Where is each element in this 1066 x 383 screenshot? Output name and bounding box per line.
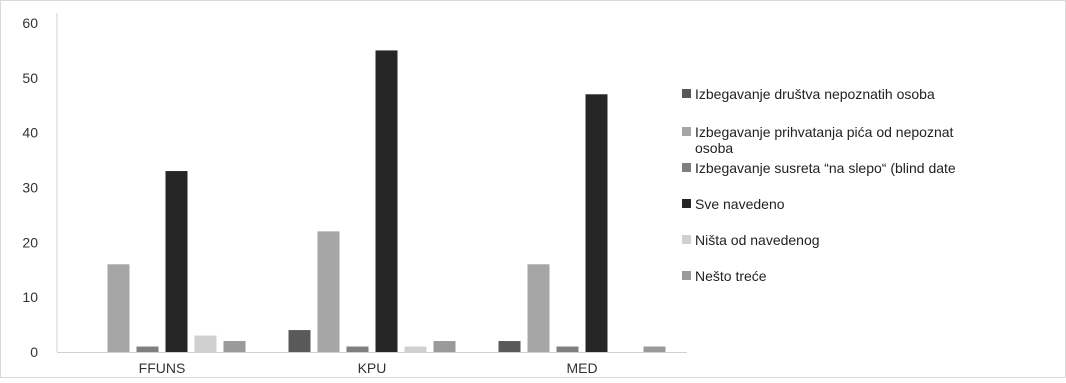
bar [404,346,427,352]
y-tick-label: 0 [30,344,38,360]
bar [643,346,666,352]
bar [498,341,521,352]
legend-swatch [682,199,691,208]
legend-label: Ništa od navedenog [695,232,820,248]
y-axis: 0 10 20 30 40 50 60 [22,13,58,360]
legend-swatch [682,235,691,244]
legend-label: Izbegavanje susreta “na slepo“ (blind da… [695,160,956,176]
legend-label: Sve navedeno [695,196,785,212]
legend-item: Sve navedeno [682,196,785,212]
bar [194,335,217,352]
legend: Izbegavanje društva nepoznatih osoba Izbe… [682,86,956,284]
bar [585,94,608,353]
legend-swatch [682,271,691,280]
legend-item: Izbegavanje susreta “na slepo“ (blind da… [682,160,956,176]
bar [527,264,550,352]
bar [107,264,130,352]
x-category-label: FFUNS [139,360,186,376]
legend-swatch [682,89,691,98]
x-category-label: KPU [358,360,387,376]
bar [433,341,456,352]
legend-item: Nešto treće [682,268,767,284]
x-category-label: MED [566,360,597,376]
legend-swatch [682,127,691,136]
bar [136,346,159,352]
y-tick-label: 30 [22,180,38,196]
bars [107,50,666,353]
legend-item: Izbegavanje društva nepoznatih osoba [682,86,935,102]
legend-item: Ništa od navedenog [682,232,820,248]
legend-label: Izbegavanje prihvatanja pića od nepoznat… [695,124,954,156]
legend-label: Izbegavanje društva nepoznatih osoba [695,86,935,102]
x-axis: FFUNS KPU MED [57,352,687,376]
y-tick-label: 10 [22,289,38,305]
legend-swatch [682,163,691,172]
legend-label: Nešto treće [695,268,767,284]
bar [223,341,246,352]
bar [317,231,340,352]
bar [556,346,579,352]
y-tick-label: 20 [22,234,38,250]
bar [288,330,311,352]
bar [165,171,188,352]
y-tick-label: 50 [22,70,38,86]
legend-item: Izbegavanje prihvatanja pića od nepoznat… [682,124,954,156]
bar [346,346,369,352]
bar [375,50,398,353]
y-tick-label: 40 [22,125,38,141]
y-tick-label: 60 [22,15,38,31]
